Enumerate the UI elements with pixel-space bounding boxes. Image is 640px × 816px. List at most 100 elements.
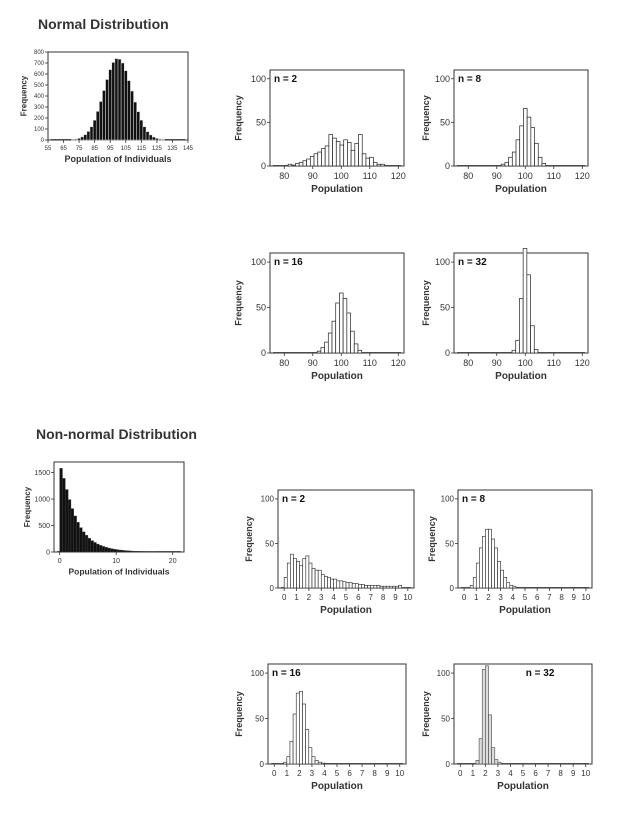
bar: [343, 139, 348, 167]
bar: [519, 298, 524, 354]
bar: [526, 274, 531, 354]
y-axis-label: Frequency: [23, 486, 32, 527]
bar: [70, 508, 74, 553]
bar: [373, 162, 378, 167]
x-tick-label: 1: [474, 593, 479, 602]
x-tick-label: 125: [152, 146, 163, 152]
bar: [65, 489, 69, 553]
y-tick-label: 700: [34, 61, 45, 67]
bar: [361, 153, 367, 167]
bar: [121, 550, 125, 553]
panel-title: n = 16: [272, 668, 301, 679]
x-tick-label: 110: [363, 171, 377, 181]
y-axis-label: Frequency: [421, 691, 431, 737]
x-tick-label: 110: [363, 358, 377, 368]
x-tick-label: 9: [393, 593, 398, 602]
bar: [506, 582, 511, 589]
bar: [388, 585, 393, 589]
bar: [503, 577, 508, 589]
bar: [158, 138, 162, 141]
bar: [87, 538, 91, 553]
bar: [485, 665, 489, 765]
bar: [515, 139, 521, 167]
bar: [317, 761, 322, 765]
y-tick-label: 600: [34, 72, 45, 78]
bar: [367, 585, 372, 589]
y-tick-label: 100: [437, 669, 451, 678]
x-tick-label: 100: [518, 171, 533, 181]
chart-nonnormal-population: 0 10 20 0 500 1000 1500 Population of Individua…: [23, 461, 185, 577]
x-axis-label: Population: [311, 184, 363, 195]
bar: [511, 349, 517, 354]
bar: [136, 111, 141, 141]
bar: [354, 583, 359, 589]
bar: [76, 522, 80, 553]
x-tick-label: 8: [559, 593, 564, 602]
x-tick-label: 0: [58, 558, 62, 565]
normal-section-title: Normal Distribution: [38, 16, 169, 32]
bar: [504, 162, 509, 167]
x-tick-label: 75: [76, 146, 83, 152]
x-tick-label: 6: [533, 769, 538, 778]
x-tick-label: 4: [511, 593, 516, 602]
bar: [485, 528, 489, 589]
x-tick-label: 10: [403, 593, 412, 602]
x-tick-label: 0: [458, 769, 463, 778]
x-tick-label: 9: [385, 769, 390, 778]
bar: [533, 349, 539, 354]
bar: [346, 312, 351, 354]
panel-title: n = 32: [526, 668, 555, 679]
bar: [478, 738, 483, 765]
bar: [317, 151, 322, 167]
bar: [541, 163, 547, 167]
bar: [142, 126, 147, 141]
y-tick-label: 0: [260, 760, 265, 769]
x-tick-label: 95: [107, 146, 114, 152]
bar: [347, 142, 352, 167]
x-tick-label: 2: [483, 769, 488, 778]
y-tick-label: 1000: [34, 497, 50, 504]
bar: [534, 142, 539, 167]
chart-normal-n2: 80 90 100 110 120 0 50 100 Population Frequency n …: [233, 69, 406, 195]
x-tick-label: 4: [508, 769, 513, 778]
y-tick-label: 400: [34, 94, 45, 100]
bar: [99, 101, 103, 141]
bar: [299, 690, 303, 765]
y-tick-label: 50: [445, 539, 454, 548]
bar: [515, 339, 520, 354]
y-tick-label: 100: [261, 495, 275, 504]
x-tick-label: 1: [294, 593, 299, 602]
bar: [494, 759, 499, 765]
x-tick-label: 20: [169, 558, 177, 565]
bar: [324, 576, 328, 589]
bar: [335, 141, 341, 167]
bar: [96, 543, 100, 553]
x-axis-label: Population: [497, 781, 549, 792]
bar: [314, 760, 319, 765]
x-tick-label: 1: [471, 769, 476, 778]
y-axis-label: Frequency: [234, 691, 244, 737]
chart-normal-n32: 80 90 100 110 120 0 50 100 Population Frequency n …: [421, 248, 590, 382]
y-tick-label: 50: [255, 714, 264, 723]
bar: [130, 90, 134, 141]
x-tick-label: 10: [581, 769, 590, 778]
panel-title: n = 16: [274, 257, 303, 268]
x-tick-label: 3: [310, 769, 315, 778]
y-tick-label: 500: [38, 523, 50, 530]
bar: [291, 164, 296, 167]
y-tick-label: 50: [256, 118, 266, 128]
x-tick-label: 90: [308, 358, 318, 368]
x-tick-label: 120: [575, 358, 590, 368]
y-tick-label: 0: [450, 584, 455, 593]
bar: [479, 547, 483, 589]
bar: [298, 162, 304, 167]
bar: [80, 136, 85, 141]
bar: [398, 585, 402, 589]
x-tick-label: 2: [486, 593, 491, 602]
y-tick-label: 0: [445, 348, 450, 358]
bar: [491, 747, 496, 765]
bar: [491, 538, 495, 589]
bar: [530, 127, 535, 167]
